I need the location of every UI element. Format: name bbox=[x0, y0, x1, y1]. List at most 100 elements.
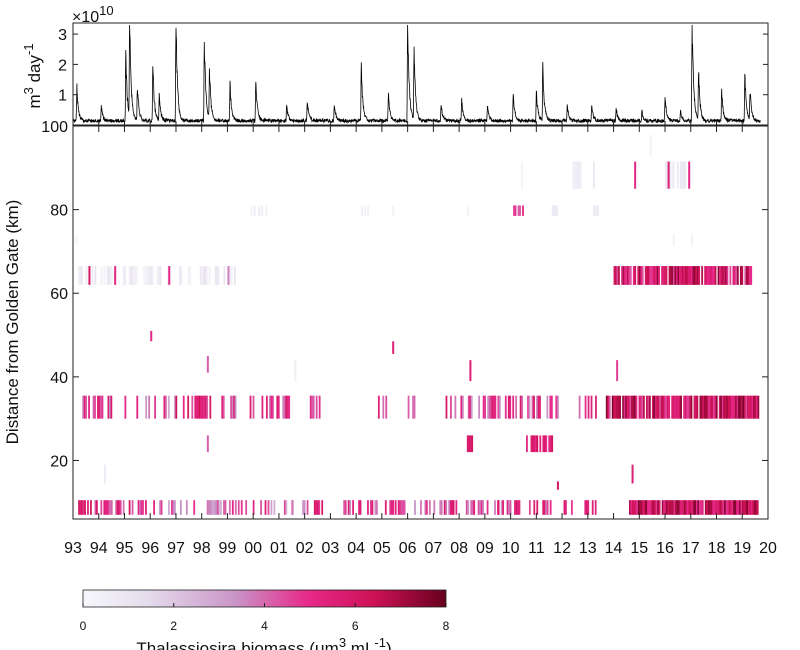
heatmap-cell bbox=[543, 435, 546, 453]
heatmap-cell bbox=[466, 435, 469, 453]
heatmap-cell bbox=[634, 266, 637, 285]
heatmap-cell bbox=[385, 395, 388, 419]
heatmap-cell bbox=[412, 395, 414, 419]
heatmap-cell bbox=[109, 266, 112, 285]
colorbar-tick-label: 6 bbox=[352, 619, 359, 633]
heatmap-cell bbox=[683, 395, 685, 419]
heatmap-cell bbox=[478, 395, 481, 419]
heatmap-cell bbox=[471, 435, 474, 453]
heatmap-cell bbox=[550, 395, 553, 419]
heatmap-cell bbox=[752, 500, 755, 515]
heatmap-cell bbox=[703, 395, 706, 419]
heatmap-cell bbox=[585, 500, 588, 515]
heatmap-cell bbox=[512, 395, 515, 419]
heatmap-cell bbox=[182, 395, 185, 419]
heatmap-cell bbox=[708, 266, 711, 285]
heatmap-cell bbox=[625, 395, 627, 419]
heatmap-cell bbox=[95, 500, 98, 515]
heatmap-cell bbox=[680, 266, 683, 285]
heatmap-cell bbox=[718, 395, 721, 419]
heatmap-cell bbox=[82, 500, 85, 515]
heatmap-cell bbox=[490, 395, 492, 419]
heatmap-cell bbox=[223, 266, 226, 285]
heatmap-cell bbox=[673, 500, 676, 515]
heatmap-cell bbox=[662, 395, 665, 419]
heatmap-cell bbox=[364, 205, 367, 216]
heatmap-cell bbox=[271, 395, 274, 419]
heatmap-cell bbox=[107, 266, 110, 285]
heatmap-cell bbox=[634, 161, 637, 189]
heatmap-cell bbox=[103, 464, 106, 484]
heatmap-cell bbox=[677, 395, 679, 419]
heatmap-cell bbox=[710, 266, 712, 285]
heatmap-cell bbox=[617, 395, 620, 419]
heatmap-cell bbox=[460, 395, 463, 419]
heatmap-cell bbox=[708, 395, 711, 419]
heatmap-cell bbox=[576, 161, 579, 189]
heatmap-cell bbox=[467, 395, 470, 419]
heatmap-cell bbox=[163, 395, 166, 419]
heatmap-cell bbox=[78, 266, 80, 285]
heatmap-cell bbox=[185, 500, 188, 515]
heatmap-cell bbox=[597, 205, 600, 216]
heatmap-cell bbox=[699, 395, 702, 419]
heatmap-cell bbox=[98, 395, 101, 419]
heatmap-cell bbox=[579, 161, 582, 189]
heatmap-cell bbox=[663, 395, 666, 419]
heatmap-cell bbox=[702, 395, 705, 419]
heatmap-cell bbox=[109, 500, 112, 515]
heatmap-cell bbox=[367, 205, 370, 216]
heatmap-axes-box bbox=[72, 125, 769, 520]
heatmap-cell bbox=[224, 500, 227, 515]
heatmap-cell bbox=[439, 500, 442, 515]
heatmap-cell bbox=[678, 500, 680, 515]
heatmap-cell bbox=[677, 266, 680, 285]
heatmap-cell bbox=[227, 266, 230, 285]
heatmap-cell bbox=[218, 500, 221, 515]
heatmap-cell bbox=[728, 500, 731, 515]
heatmap-cell bbox=[122, 500, 125, 515]
heatmap-cell bbox=[629, 266, 632, 285]
heatmap-cell bbox=[482, 500, 485, 515]
heatmap-cell bbox=[533, 435, 536, 453]
heatmap-cell bbox=[713, 500, 716, 515]
heatmap-cell bbox=[384, 500, 387, 515]
heatmap-cell bbox=[414, 500, 416, 515]
heatmap-cell bbox=[106, 500, 109, 515]
heatmap-cell bbox=[315, 500, 318, 515]
heatmap-cell bbox=[202, 266, 205, 285]
heatmap-cell bbox=[520, 161, 523, 189]
heatmap-cell bbox=[713, 266, 715, 285]
heatmap-cell bbox=[681, 266, 684, 285]
heatmap-cell bbox=[283, 395, 286, 419]
heatmap-cell bbox=[667, 500, 670, 515]
heatmap-cell bbox=[375, 500, 378, 515]
heatmap-cell bbox=[750, 395, 752, 419]
heatmap-cell bbox=[377, 395, 380, 419]
heatmap-cell bbox=[392, 341, 395, 354]
heatmap-cell bbox=[230, 395, 233, 419]
heatmap-x-tick-label: 14 bbox=[605, 540, 623, 557]
heatmap-cell bbox=[443, 500, 446, 515]
heatmap-cell bbox=[748, 266, 751, 285]
heatmap-cell bbox=[531, 395, 534, 419]
heatmap-cell bbox=[461, 395, 464, 419]
heatmap-cell bbox=[168, 500, 170, 515]
heatmap-cell bbox=[672, 500, 674, 515]
heatmap-cell bbox=[742, 395, 745, 419]
heatmap-cell bbox=[674, 266, 677, 285]
heatmap-cell bbox=[573, 161, 576, 189]
heatmap-cell bbox=[139, 500, 141, 515]
heatmap-cell bbox=[318, 395, 321, 419]
heatmap-cell bbox=[128, 266, 131, 285]
heatmap-cell bbox=[517, 500, 519, 515]
heatmap-cell bbox=[721, 500, 723, 515]
heatmap-cell bbox=[665, 161, 667, 189]
heatmap-cell bbox=[143, 266, 146, 285]
heatmap-cell bbox=[753, 500, 756, 515]
heatmap-cell bbox=[90, 500, 92, 515]
heatmap-cell bbox=[690, 395, 693, 419]
heatmap-cell bbox=[578, 395, 581, 419]
heatmap-x-tick-label: 95 bbox=[116, 540, 134, 557]
heatmap-cell bbox=[104, 500, 107, 515]
